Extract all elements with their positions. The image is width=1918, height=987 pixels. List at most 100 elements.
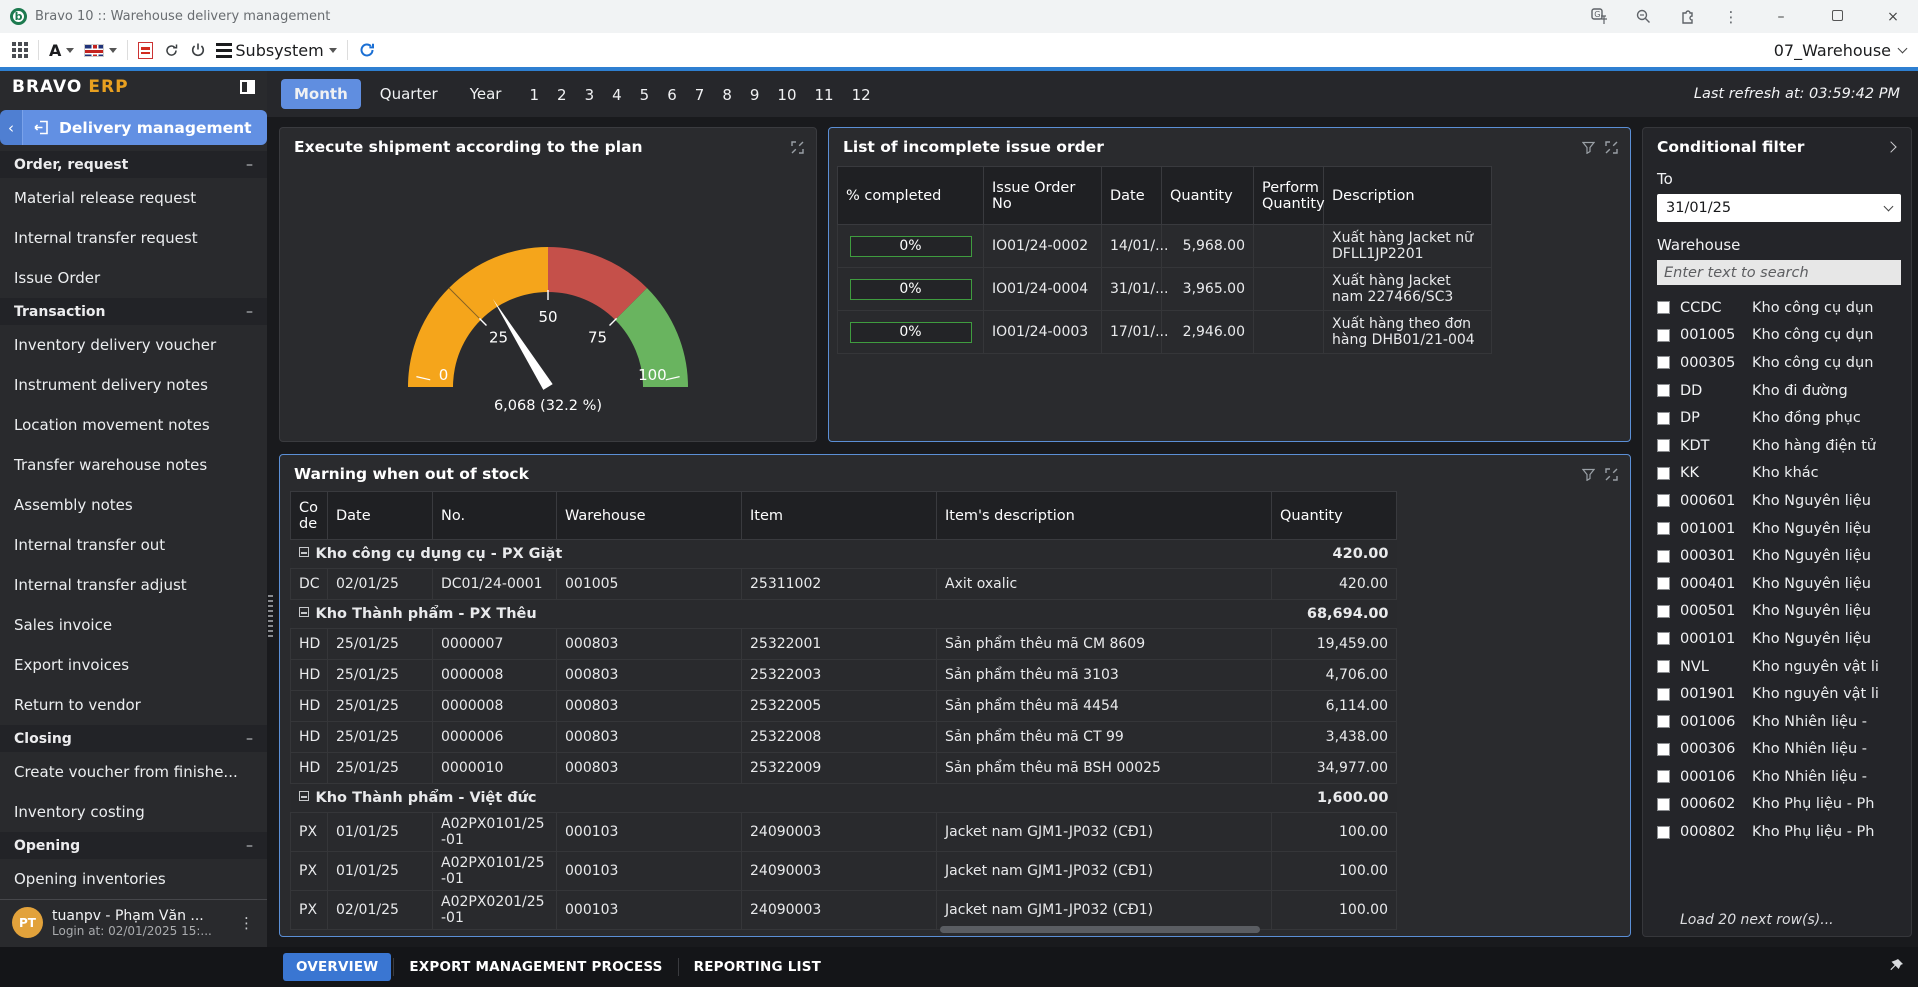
sidebar-item-material-release-request[interactable]: Material release request <box>0 178 267 218</box>
sidebar-item-return-to-vendor[interactable]: Return to vendor <box>0 685 267 725</box>
collapse-section-icon[interactable]: – <box>246 838 253 854</box>
pin-icon[interactable] <box>1889 958 1904 977</box>
warehouse-option[interactable]: CCDCKho công cụ dụn <box>1657 294 1901 322</box>
warning-column-header[interactable]: Warehouse <box>557 492 742 540</box>
warehouse-option[interactable]: 000401Kho Nguyên liệu <box>1657 570 1901 598</box>
warehouse-option[interactable]: 001901Kho nguyên vật li <box>1657 680 1901 708</box>
warehouse-option[interactable]: KKKho khác <box>1657 460 1901 488</box>
warehouse-option[interactable]: 000602Kho Phụ liệu - Ph <box>1657 791 1901 819</box>
month-6[interactable]: 6 <box>658 80 686 110</box>
checkbox[interactable] <box>1657 688 1670 701</box>
warehouse-option[interactable]: 000501Kho Nguyên liệu <box>1657 598 1901 626</box>
warehouse-option[interactable]: 001005Kho công cụ dụn <box>1657 322 1901 350</box>
checkbox[interactable] <box>1657 384 1670 397</box>
checkbox[interactable] <box>1657 522 1670 535</box>
tab-export-management-process[interactable]: EXPORT MANAGEMENT PROCESS <box>396 953 675 981</box>
checkbox[interactable] <box>1657 467 1670 480</box>
redo-button[interactable] <box>163 42 180 59</box>
sidebar-item-instrument-delivery-notes[interactable]: Instrument delivery notes <box>0 365 267 405</box>
checkbox[interactable] <box>1657 826 1670 839</box>
apps-grid-icon[interactable] <box>12 42 28 58</box>
warehouse-option[interactable]: 000802Kho Phụ liệu - Ph <box>1657 818 1901 846</box>
checkbox[interactable] <box>1657 329 1670 342</box>
warning-column-header[interactable]: Quantity <box>1272 492 1397 540</box>
collapse-sidebar-icon[interactable] <box>240 80 255 94</box>
table-row[interactable]: PX01/01/25A02PX0101/25-0100010324090003J… <box>291 852 1397 891</box>
profile-selector[interactable]: 07_Warehouse <box>1774 41 1891 60</box>
warehouse-option[interactable]: 001006Kho Nhiên liệu - <box>1657 708 1901 736</box>
tab-year[interactable]: Year <box>457 79 515 109</box>
issue-column-header[interactable]: Quantity <box>1162 167 1254 225</box>
month-5[interactable]: 5 <box>631 80 659 110</box>
group-row[interactable]: Kho công cụ dụng cụ - PX Giặt420.00 <box>291 540 1397 569</box>
tab-month[interactable]: Month <box>281 79 361 109</box>
table-row[interactable]: 0%IO01/24-000214/01/...5,968.00Xuất hàng… <box>838 225 1492 268</box>
table-row[interactable]: HD25/01/25000000800080325322003Sản phẩm … <box>291 660 1397 691</box>
tab-reporting-list[interactable]: REPORTING LIST <box>681 953 834 981</box>
sidebar-item-internal-transfer-out[interactable]: Internal transfer out <box>0 525 267 565</box>
month-12[interactable]: 12 <box>843 80 880 110</box>
collapse-group-icon[interactable] <box>299 791 309 801</box>
checkbox[interactable] <box>1657 550 1670 563</box>
checkbox[interactable] <box>1657 301 1670 314</box>
table-row[interactable]: HD25/01/25000000600080325322008Sản phẩm … <box>291 722 1397 753</box>
sidebar-item-sales-invoice[interactable]: Sales invoice <box>0 605 267 645</box>
sidebar-item-transfer-warehouse-notes[interactable]: Transfer warehouse notes <box>0 445 267 485</box>
extensions-icon[interactable] <box>1678 8 1696 26</box>
sidebar-section[interactable]: Closing– <box>0 725 267 752</box>
table-row[interactable]: PX02/01/25A02PX0201/25-0100010324090003J… <box>291 891 1397 930</box>
to-date-select[interactable]: 31/01/25 <box>1657 194 1901 222</box>
collapse-section-icon[interactable]: – <box>246 731 253 747</box>
warehouse-option[interactable]: 000106Kho Nhiên liệu - <box>1657 763 1901 791</box>
issue-column-header[interactable]: Description <box>1324 167 1492 225</box>
month-1[interactable]: 1 <box>520 80 548 110</box>
month-7[interactable]: 7 <box>686 80 714 110</box>
checkbox[interactable] <box>1657 439 1670 452</box>
chevron-right-icon[interactable] <box>1885 141 1896 152</box>
warning-column-header[interactable]: Item <box>742 492 937 540</box>
table-row[interactable]: HD25/01/25000001000080325322009Sản phẩm … <box>291 753 1397 784</box>
month-3[interactable]: 3 <box>576 80 604 110</box>
browser-menu-icon[interactable]: ⋮ <box>1722 8 1740 26</box>
table-row[interactable]: HD25/01/25000000800080325322005Sản phẩm … <box>291 691 1397 722</box>
sidebar-section[interactable]: Transaction– <box>0 298 267 325</box>
warehouse-option[interactable]: NVLKho nguyên vật li <box>1657 653 1901 681</box>
collapse-group-icon[interactable] <box>299 607 309 617</box>
warning-column-header[interactable]: Date <box>328 492 433 540</box>
sidebar-item-create-voucher-from-finishe-[interactable]: Create voucher from finishe... <box>0 752 267 792</box>
table-row[interactable]: 0%IO01/24-000431/01/...3,965.00Xuất hàng… <box>838 268 1492 311</box>
power-button[interactable] <box>190 42 206 58</box>
checkbox[interactable] <box>1657 577 1670 590</box>
user-block[interactable]: PT tuanpv - Phạm Văn ... Login at: 02/01… <box>0 899 267 947</box>
checkbox[interactable] <box>1657 356 1670 369</box>
checkbox[interactable] <box>1657 715 1670 728</box>
sidebar-item-internal-transfer-adjust[interactable]: Internal transfer adjust <box>0 565 267 605</box>
refresh-button[interactable] <box>358 41 376 59</box>
close-button[interactable]: × <box>1878 9 1908 25</box>
sidebar-section[interactable]: Opening– <box>0 832 267 859</box>
checkbox[interactable] <box>1657 770 1670 783</box>
sidebar-item-location-movement-notes[interactable]: Location movement notes <box>0 405 267 445</box>
issue-column-header[interactable]: Perform Quantity <box>1254 167 1324 225</box>
warehouse-search-input[interactable] <box>1664 265 1894 281</box>
export-pdf-button[interactable] <box>138 42 153 59</box>
warehouse-option[interactable]: 000101Kho Nguyên liệu <box>1657 625 1901 653</box>
collapse-section-icon[interactable]: – <box>246 304 253 320</box>
filter-icon[interactable] <box>1582 468 1595 481</box>
expand-icon[interactable] <box>791 141 804 154</box>
collapse-section-icon[interactable]: – <box>246 157 253 173</box>
warehouse-option[interactable]: DDKho đi đường <box>1657 377 1901 405</box>
month-2[interactable]: 2 <box>548 80 576 110</box>
table-row[interactable]: 0%IO01/24-000317/01/...2,946.00Xuất hàng… <box>838 311 1492 354</box>
month-8[interactable]: 8 <box>713 80 741 110</box>
sidebar-item-internal-transfer-request[interactable]: Internal transfer request <box>0 218 267 258</box>
issue-column-header[interactable]: Date <box>1102 167 1162 225</box>
table-row[interactable]: PX01/01/25A02PX0101/25-0100010324090003J… <box>291 813 1397 852</box>
month-4[interactable]: 4 <box>603 80 631 110</box>
table-row[interactable]: DC02/01/25DC01/24-000100100525311002Axit… <box>291 569 1397 600</box>
collapse-group-icon[interactable] <box>299 547 309 557</box>
checkbox[interactable] <box>1657 798 1670 811</box>
panel-splitter-handle[interactable] <box>268 595 273 637</box>
language-menu-button[interactable] <box>84 44 117 57</box>
issue-column-header[interactable]: % completed <box>838 167 984 225</box>
